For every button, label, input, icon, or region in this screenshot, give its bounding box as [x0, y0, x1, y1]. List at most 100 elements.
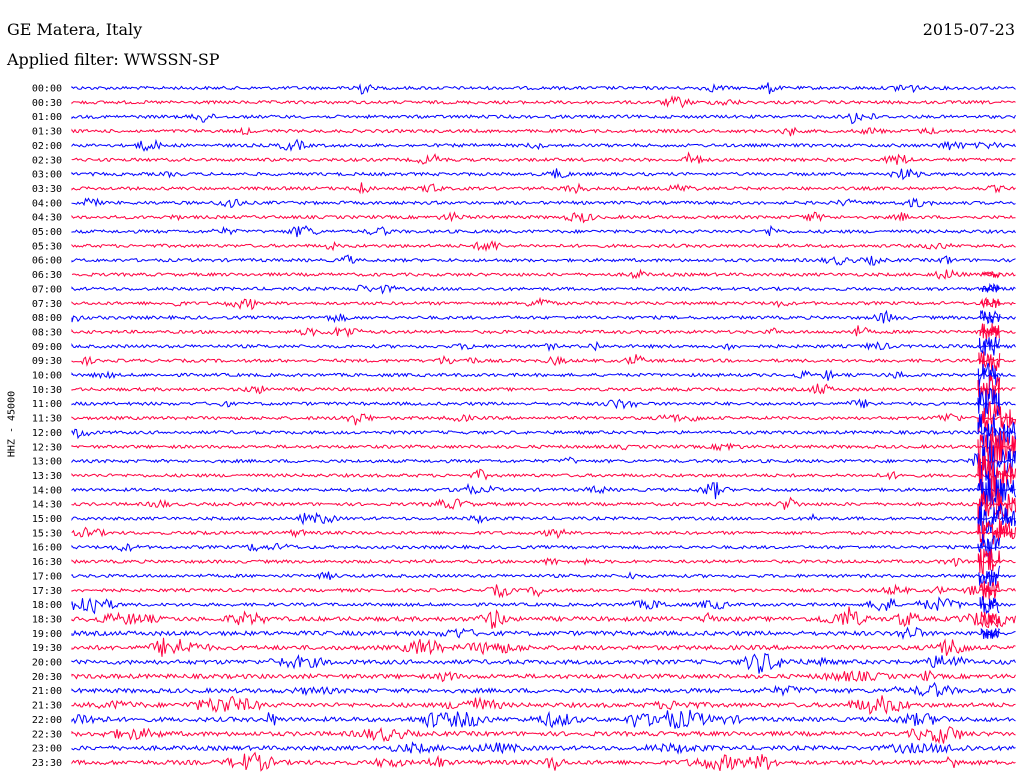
row-label-1400: 14:00: [32, 485, 62, 496]
row-label-1830: 18:30: [32, 614, 62, 625]
trace-1900: [71, 626, 1016, 641]
row-label-1700: 17:00: [32, 571, 62, 582]
row-label-1100: 11:00: [32, 399, 62, 410]
event-burst-1330: [977, 454, 1017, 497]
trace-group: [71, 82, 1016, 772]
event-burst-1100: [977, 387, 1001, 418]
trace-0330: [71, 182, 1016, 195]
row-label-1630: 16:30: [32, 557, 62, 568]
row-label-0330: 03:30: [32, 184, 62, 195]
row-label-0430: 04:30: [32, 213, 62, 224]
event-burst-0730: [980, 296, 1001, 309]
row-label-2330: 23:30: [32, 758, 62, 769]
trace-1130: [71, 412, 1016, 426]
trace-0400: [71, 197, 1016, 209]
trace-0600: [71, 254, 1016, 267]
trace-1800: [71, 596, 1016, 615]
row-label-1500: 15:00: [32, 514, 62, 525]
trace-0030: [71, 95, 1016, 109]
row-label-2230: 22:30: [32, 729, 62, 740]
trace-1400: [71, 482, 1016, 500]
filter-subtitle: Applied filter: WWSSN-SP: [7, 50, 220, 69]
event-burst-1800: [979, 596, 1000, 615]
station-title: GE Matera, Italy: [7, 20, 143, 39]
row-label-1530: 15:30: [32, 528, 62, 539]
trace-0830: [71, 325, 1016, 339]
trace-1930: [71, 637, 1016, 657]
trace-1030: [71, 383, 1016, 395]
trace-0700: [71, 284, 1016, 295]
row-label-2300: 23:00: [32, 744, 62, 755]
row-label-0300: 03:00: [32, 170, 62, 181]
trace-1330: [71, 468, 1016, 481]
event-burst-1530: [977, 519, 1017, 547]
trace-2030: [71, 669, 1016, 683]
event-burst-0900: [979, 337, 1000, 356]
row-label-0100: 01:00: [32, 112, 62, 123]
trace-2000: [71, 652, 1016, 674]
trace-0100: [71, 112, 1016, 125]
event-burst-1900: [980, 627, 1001, 639]
row-label-0130: 01:30: [32, 127, 62, 138]
trace-0000: [71, 82, 1016, 95]
row-label-0800: 08:00: [32, 313, 62, 324]
row-label-1130: 11:30: [32, 414, 62, 425]
trace-1200: [71, 428, 1016, 440]
row-label-0600: 06:00: [32, 256, 62, 267]
row-label-0400: 04:00: [32, 198, 62, 209]
row-label-1230: 12:30: [32, 442, 62, 453]
event-burst-1630: [977, 548, 1001, 575]
event-burst-0930: [978, 351, 1001, 372]
row-label-0230: 02:30: [32, 155, 62, 166]
row-label-1600: 16:00: [32, 543, 62, 554]
event-burst-group: [977, 270, 1017, 639]
trace-1600: [71, 542, 1016, 553]
row-label-0900: 09:00: [32, 342, 62, 353]
trace-1100: [71, 398, 1016, 410]
trace-2200: [71, 709, 1016, 729]
row-label-group: 00:00 00:30 01:00 01:30 02:00 02:30 03:00 03:30…: [32, 84, 62, 769]
trace-0730: [71, 296, 1016, 311]
trace-1430: [71, 496, 1016, 510]
event-burst-1130: [977, 400, 1017, 433]
row-label-1800: 18:00: [32, 600, 62, 611]
row-label-0000: 00:00: [32, 84, 62, 95]
row-label-1000: 10:00: [32, 371, 62, 382]
row-label-2200: 22:00: [32, 715, 62, 726]
trace-0530: [71, 240, 1016, 252]
row-label-1900: 19:00: [32, 629, 62, 640]
trace-2100: [71, 681, 1016, 697]
trace-1630: [71, 557, 1016, 568]
date-label: 2015-07-23: [922, 20, 1015, 39]
event-burst-1600: [977, 534, 1001, 561]
row-label-1730: 17:30: [32, 586, 62, 597]
row-label-0630: 06:30: [32, 270, 62, 281]
trace-0800: [71, 309, 1016, 324]
row-label-0200: 02:00: [32, 141, 62, 152]
trace-0630: [71, 268, 1016, 280]
trace-1700: [71, 571, 1016, 581]
trace-2300: [71, 741, 1016, 755]
row-label-0930: 09:30: [32, 356, 62, 367]
trace-0130: [71, 126, 1016, 137]
row-label-1030: 10:30: [32, 385, 62, 396]
trace-2330: [71, 751, 1016, 772]
trace-1230: [71, 442, 1016, 452]
trace-0500: [71, 224, 1016, 238]
trace-0930: [71, 354, 1016, 367]
row-label-0830: 08:30: [32, 327, 62, 338]
row-label-2030: 20:30: [32, 672, 62, 683]
row-label-0730: 07:30: [32, 299, 62, 310]
trace-0900: [71, 340, 1016, 353]
event-burst-0630: [982, 270, 1000, 279]
trace-1530: [71, 526, 1016, 540]
row-label-1200: 12:00: [32, 428, 62, 439]
row-label-0530: 05:30: [32, 241, 62, 252]
trace-2230: [71, 726, 1016, 745]
trace-0430: [71, 211, 1016, 224]
trace-0300: [71, 168, 1016, 181]
row-label-1430: 14:30: [32, 500, 62, 511]
trace-1730: [71, 583, 1016, 599]
trace-1830: [71, 606, 1016, 629]
